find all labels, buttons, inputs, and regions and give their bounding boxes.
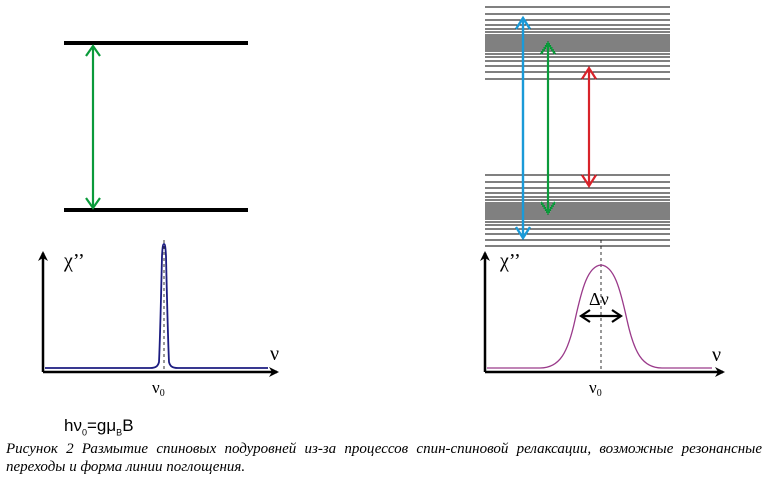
center-frequency-label: ν0 <box>152 378 165 399</box>
upper-sublevels <box>485 6 670 80</box>
resonance-formula: hν0=gμBB <box>64 416 134 438</box>
y-axis-label: χ’’ <box>499 250 521 272</box>
linewidth-label: Δν <box>589 289 609 309</box>
transition-arrow-green-right <box>540 40 556 216</box>
left-energy-diagram <box>64 41 248 212</box>
y-axis-label: χ’’ <box>63 250 85 272</box>
linewidth-arrow <box>579 309 623 323</box>
narrow-absorption-line <box>45 243 268 369</box>
transition-arrow-blue <box>514 15 532 241</box>
right-energy-diagram <box>485 6 670 247</box>
figure-caption: Рисунок 2 Размытие спиновых подуровней и… <box>6 441 762 475</box>
left-spectrum: χ’’ ν ν0 <box>38 240 279 399</box>
broad-absorption-line <box>487 264 712 369</box>
transition-arrow-red <box>581 65 597 189</box>
x-axis-label: ν <box>712 344 721 366</box>
center-frequency-label: ν0 <box>589 378 602 399</box>
transition-arrow-green <box>85 44 101 210</box>
right-spectrum: χ’’ ν Δν ν0 <box>480 240 725 399</box>
lower-sublevels <box>485 174 670 247</box>
x-axis-label: ν <box>270 343 279 365</box>
